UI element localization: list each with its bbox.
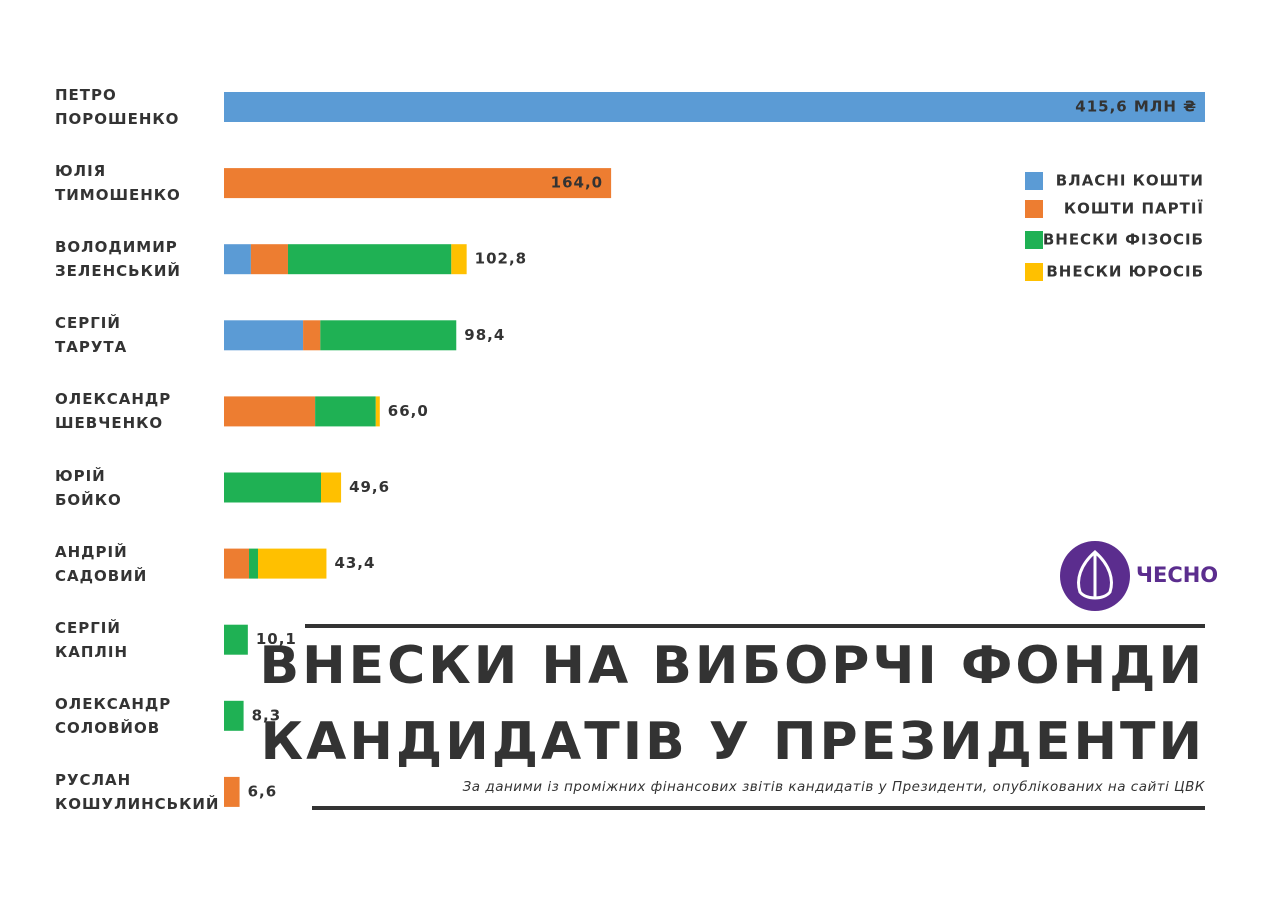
total-label: 164,0 — [551, 174, 603, 192]
category-label: ЮРІЙ БОЙКО — [55, 466, 122, 509]
bar-segment — [224, 396, 316, 427]
total-label: 8,3 — [252, 706, 282, 724]
bar-segment — [257, 548, 327, 579]
total-label: 66,0 — [388, 402, 429, 420]
bar-segment — [451, 244, 467, 275]
total-label: 415,6 МЛН ₴ — [1075, 98, 1197, 116]
bar-segment — [250, 244, 288, 275]
legend-swatch — [1025, 200, 1043, 218]
category-label: ОЛЕКСАНДР ШЕВЧЕНКО — [55, 390, 172, 433]
logo-garlic — [1077, 550, 1113, 600]
subtitle: За даними із проміжних фінансових звітів… — [462, 779, 1205, 795]
bar-segment — [224, 472, 322, 503]
bar-segment — [321, 472, 342, 503]
bar-segment — [249, 548, 258, 579]
bar-segment — [224, 624, 248, 655]
bar-segment — [303, 320, 321, 351]
title: ВНЕСКИ НА ВИБОРЧІ ФОНДИ КАНДИДАТІВ У ПРЕ… — [259, 636, 1205, 772]
bar-segment — [315, 396, 376, 427]
bar-segment — [224, 320, 304, 351]
total-label: 49,6 — [349, 478, 390, 496]
bar-segment — [224, 776, 240, 807]
bar-segment — [224, 92, 1205, 122]
bar-segment — [287, 244, 452, 275]
legend-swatch — [1025, 231, 1043, 249]
total-label: 10,1 — [256, 630, 297, 648]
category-label: ПЕТРО ПОРОШЕНКО — [55, 86, 180, 128]
total-label: 43,4 — [334, 554, 375, 572]
legend-label: КОШТИ ПАРТІЇ — [1064, 199, 1204, 218]
category-label: ОЛЕКСАНДР СОЛОВЙОВ — [55, 694, 172, 737]
legend-label: ВНЕСКИ ФІЗОСІБ — [1043, 231, 1204, 249]
bar-segment — [224, 244, 251, 275]
category-label: СЕРГІЙ ТАРУТА — [55, 314, 128, 357]
category-label: РУСЛАН КОШУЛИНСЬКИЙ — [55, 770, 220, 813]
logo-text: ЧЕСНО — [1136, 563, 1219, 587]
category-label: СЕРГІЙ КАПЛІН — [55, 618, 129, 661]
bar-segment — [224, 548, 250, 579]
bar-segment — [375, 396, 380, 427]
bar-segment — [224, 700, 244, 731]
category-label: ВОЛОДИМИР ЗЕЛЕНСЬКИЙ — [55, 238, 181, 281]
bar-segment — [320, 320, 457, 351]
legend-label: ВНЕСКИ ЮРОСІБ — [1046, 263, 1204, 281]
total-label: 98,4 — [464, 326, 505, 344]
category-label: АНДРІЙ САДОВИЙ — [55, 542, 148, 585]
total-label: 102,8 — [475, 250, 527, 268]
total-label: 6,6 — [248, 782, 278, 800]
legend-swatch — [1025, 172, 1043, 190]
bar-segment — [224, 168, 612, 199]
legend-swatch — [1025, 263, 1043, 281]
category-label: ЮЛІЯ ТИМОШЕНКО — [55, 162, 181, 205]
legend-label: ВЛАСНІ КОШТИ — [1056, 172, 1204, 190]
